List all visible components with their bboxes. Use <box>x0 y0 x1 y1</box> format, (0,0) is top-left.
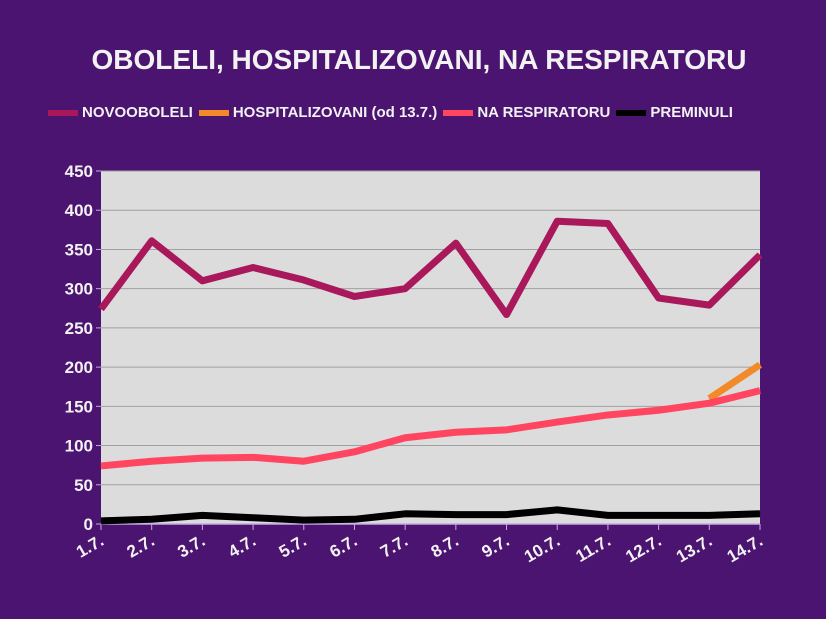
y-tick-label: 450 <box>65 162 93 181</box>
x-tick-label: 10.7. <box>521 531 563 566</box>
data-point <box>303 519 305 521</box>
data-point <box>252 266 254 268</box>
data-point <box>708 402 710 404</box>
plot-area <box>101 171 760 524</box>
legend-label: PREMINULI <box>650 104 733 121</box>
legend-swatch <box>616 109 647 116</box>
data-point <box>607 414 609 416</box>
data-point <box>759 390 761 392</box>
x-tick-label: 4.7. <box>225 531 259 562</box>
y-tick-label: 300 <box>65 280 93 299</box>
legend-swatch <box>48 109 78 116</box>
x-tick-label: 14.7. <box>724 531 766 566</box>
data-point <box>404 437 406 439</box>
data-point <box>759 254 761 256</box>
x-tick-label: 2.7. <box>124 531 158 562</box>
data-point <box>658 297 660 299</box>
legend-item: NOVOOBOLELI <box>48 104 193 121</box>
data-point <box>506 314 508 316</box>
data-point <box>404 513 406 515</box>
legend-swatch <box>443 109 474 116</box>
data-point <box>708 397 710 399</box>
data-point <box>455 514 457 516</box>
data-point <box>151 518 153 520</box>
data-point <box>151 240 153 242</box>
x-tick-label: 11.7. <box>572 531 613 566</box>
data-point <box>556 220 558 222</box>
x-tick-label: 5.7. <box>276 531 310 562</box>
y-tick-label: 250 <box>65 319 93 338</box>
legend-swatch <box>198 109 229 116</box>
data-point <box>607 514 609 516</box>
x-tick-label: 3.7. <box>174 531 208 562</box>
data-point <box>658 409 660 411</box>
y-tick-label: 100 <box>65 437 93 456</box>
legend-item: NA RESPIRATORU <box>443 104 610 121</box>
data-point <box>455 431 457 433</box>
data-point <box>303 279 305 281</box>
data-point <box>708 304 710 306</box>
data-point <box>708 514 710 516</box>
series-line-novooboleli <box>98 217 763 319</box>
x-tick-label: 13.7. <box>673 531 715 566</box>
data-point <box>506 429 508 431</box>
y-tick-label: 200 <box>65 358 93 377</box>
data-point <box>201 514 203 516</box>
legend: NOVOOBOLELI HOSPITALIZOVANI (od 13.7.) NA … <box>48 104 739 121</box>
series-line-hospitalizovani-od-13-7- <box>707 361 762 402</box>
legend-item: HOSPITALIZOVANI (od 13.7.) <box>198 104 438 121</box>
data-point <box>556 421 558 423</box>
series-line-preminuli <box>100 506 761 525</box>
y-tick-label: 400 <box>65 201 93 220</box>
data-point <box>353 296 355 298</box>
data-point <box>252 456 254 458</box>
y-tick-label: 0 <box>84 515 93 534</box>
x-tick-label: 8.7. <box>428 531 462 562</box>
data-point <box>100 308 102 310</box>
data-point <box>252 517 254 519</box>
data-point <box>658 514 660 516</box>
data-point <box>201 280 203 282</box>
x-tick-label: 9.7. <box>478 531 512 562</box>
series-line-na-respiratoru <box>100 387 761 470</box>
data-point <box>759 364 761 366</box>
legend-label: HOSPITALIZOVANI (od 13.7.) <box>232 104 438 121</box>
y-tick-label: 50 <box>74 476 93 495</box>
data-point <box>607 223 609 225</box>
data-point <box>506 514 508 516</box>
data-point <box>759 513 761 515</box>
data-point <box>100 465 102 467</box>
data-point <box>100 520 102 522</box>
data-point <box>201 457 203 459</box>
x-tick-label: 7.7. <box>377 531 411 562</box>
data-point <box>303 460 305 462</box>
data-point <box>404 288 406 290</box>
x-tick-label: 6.7. <box>326 531 360 562</box>
legend-label: NOVOOBOLELI <box>82 104 193 121</box>
data-point <box>455 242 457 244</box>
y-tick-label: 350 <box>65 240 93 259</box>
data-point <box>556 509 558 511</box>
data-point <box>353 451 355 453</box>
chart-title: OBOLELI, HOSPITALIZOVANI, NA RESPIRATORU <box>91 44 747 75</box>
legend-item: PREMINULI <box>616 104 733 121</box>
data-point <box>353 518 355 520</box>
legend-label: NA RESPIRATORU <box>477 104 611 121</box>
x-tick-label: 1.7. <box>73 531 107 562</box>
x-tick-label: 12.7. <box>622 531 664 566</box>
y-tick-label: 150 <box>65 397 93 416</box>
data-point <box>151 460 153 462</box>
